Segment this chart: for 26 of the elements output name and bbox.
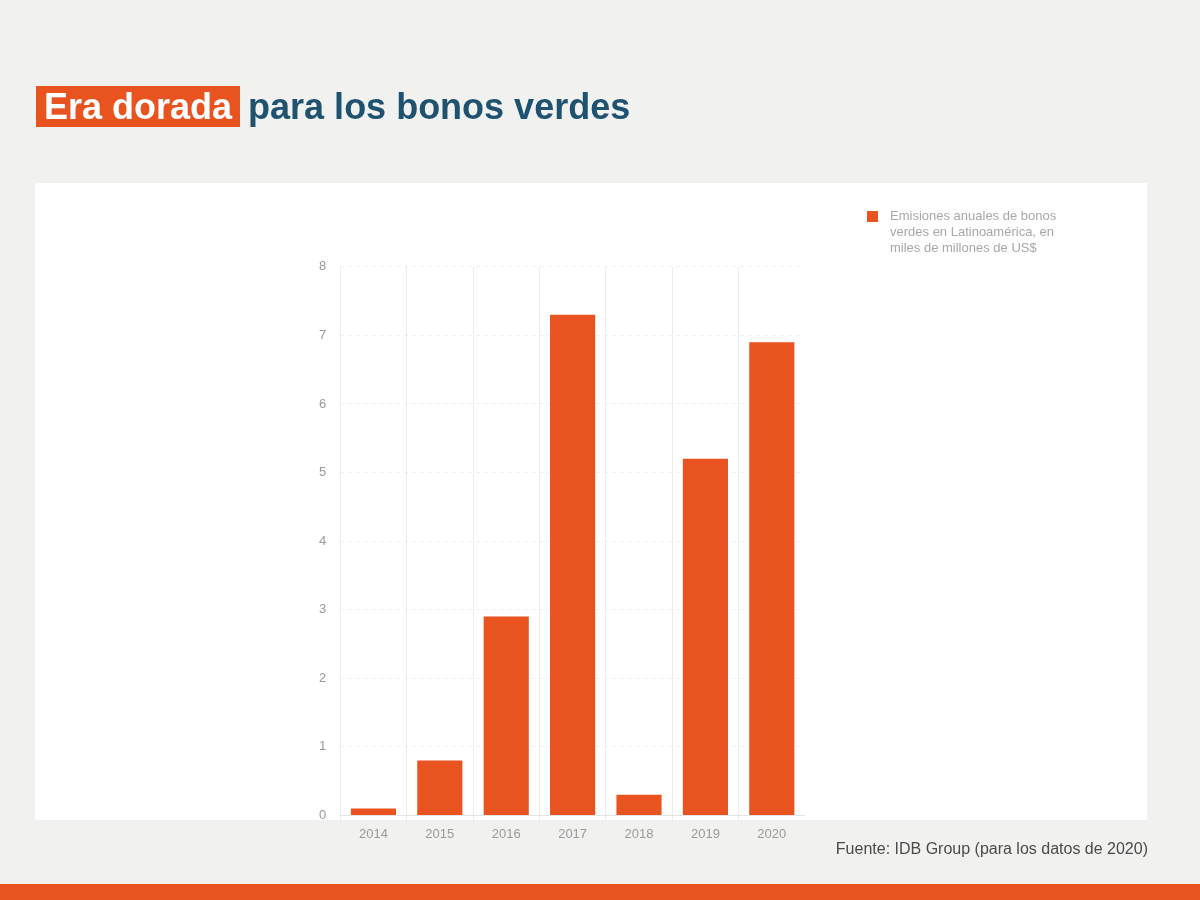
bar	[483, 616, 529, 815]
bar	[417, 760, 463, 815]
x-tick-label: 2016	[491, 825, 521, 841]
y-tick-label: 2	[319, 669, 327, 685]
bar	[616, 794, 662, 815]
x-tick-label: 2014	[358, 825, 388, 841]
y-tick-label: 0	[319, 806, 327, 822]
y-tick-label: 6	[319, 395, 327, 411]
x-tick-label: 2018	[624, 825, 654, 841]
bar	[550, 314, 596, 815]
y-tick-label: 7	[319, 326, 327, 342]
y-tick-label: 4	[319, 532, 327, 548]
y-tick-label: 1	[319, 738, 327, 754]
x-tick-label: 2017	[558, 825, 588, 841]
y-tick-label: 3	[319, 601, 327, 617]
bar	[682, 458, 728, 815]
x-tick-label: 2020	[757, 825, 787, 841]
bar	[749, 342, 795, 815]
legend-label: Emisiones anuales de bonos verdes en Latinoamérica, en miles de millones de US$	[890, 208, 1058, 256]
source-note: Fuente: IDB Group (para los datos de 2020)	[835, 840, 1148, 858]
y-tick-label: 5	[319, 464, 327, 480]
bar	[350, 808, 396, 815]
chart-title: Era dorada para los bonos verdes	[43, 86, 631, 127]
y-tick-label: 8	[319, 258, 327, 274]
x-tick-label: 2019	[690, 825, 720, 841]
x-tick-label: 2015	[425, 825, 455, 841]
